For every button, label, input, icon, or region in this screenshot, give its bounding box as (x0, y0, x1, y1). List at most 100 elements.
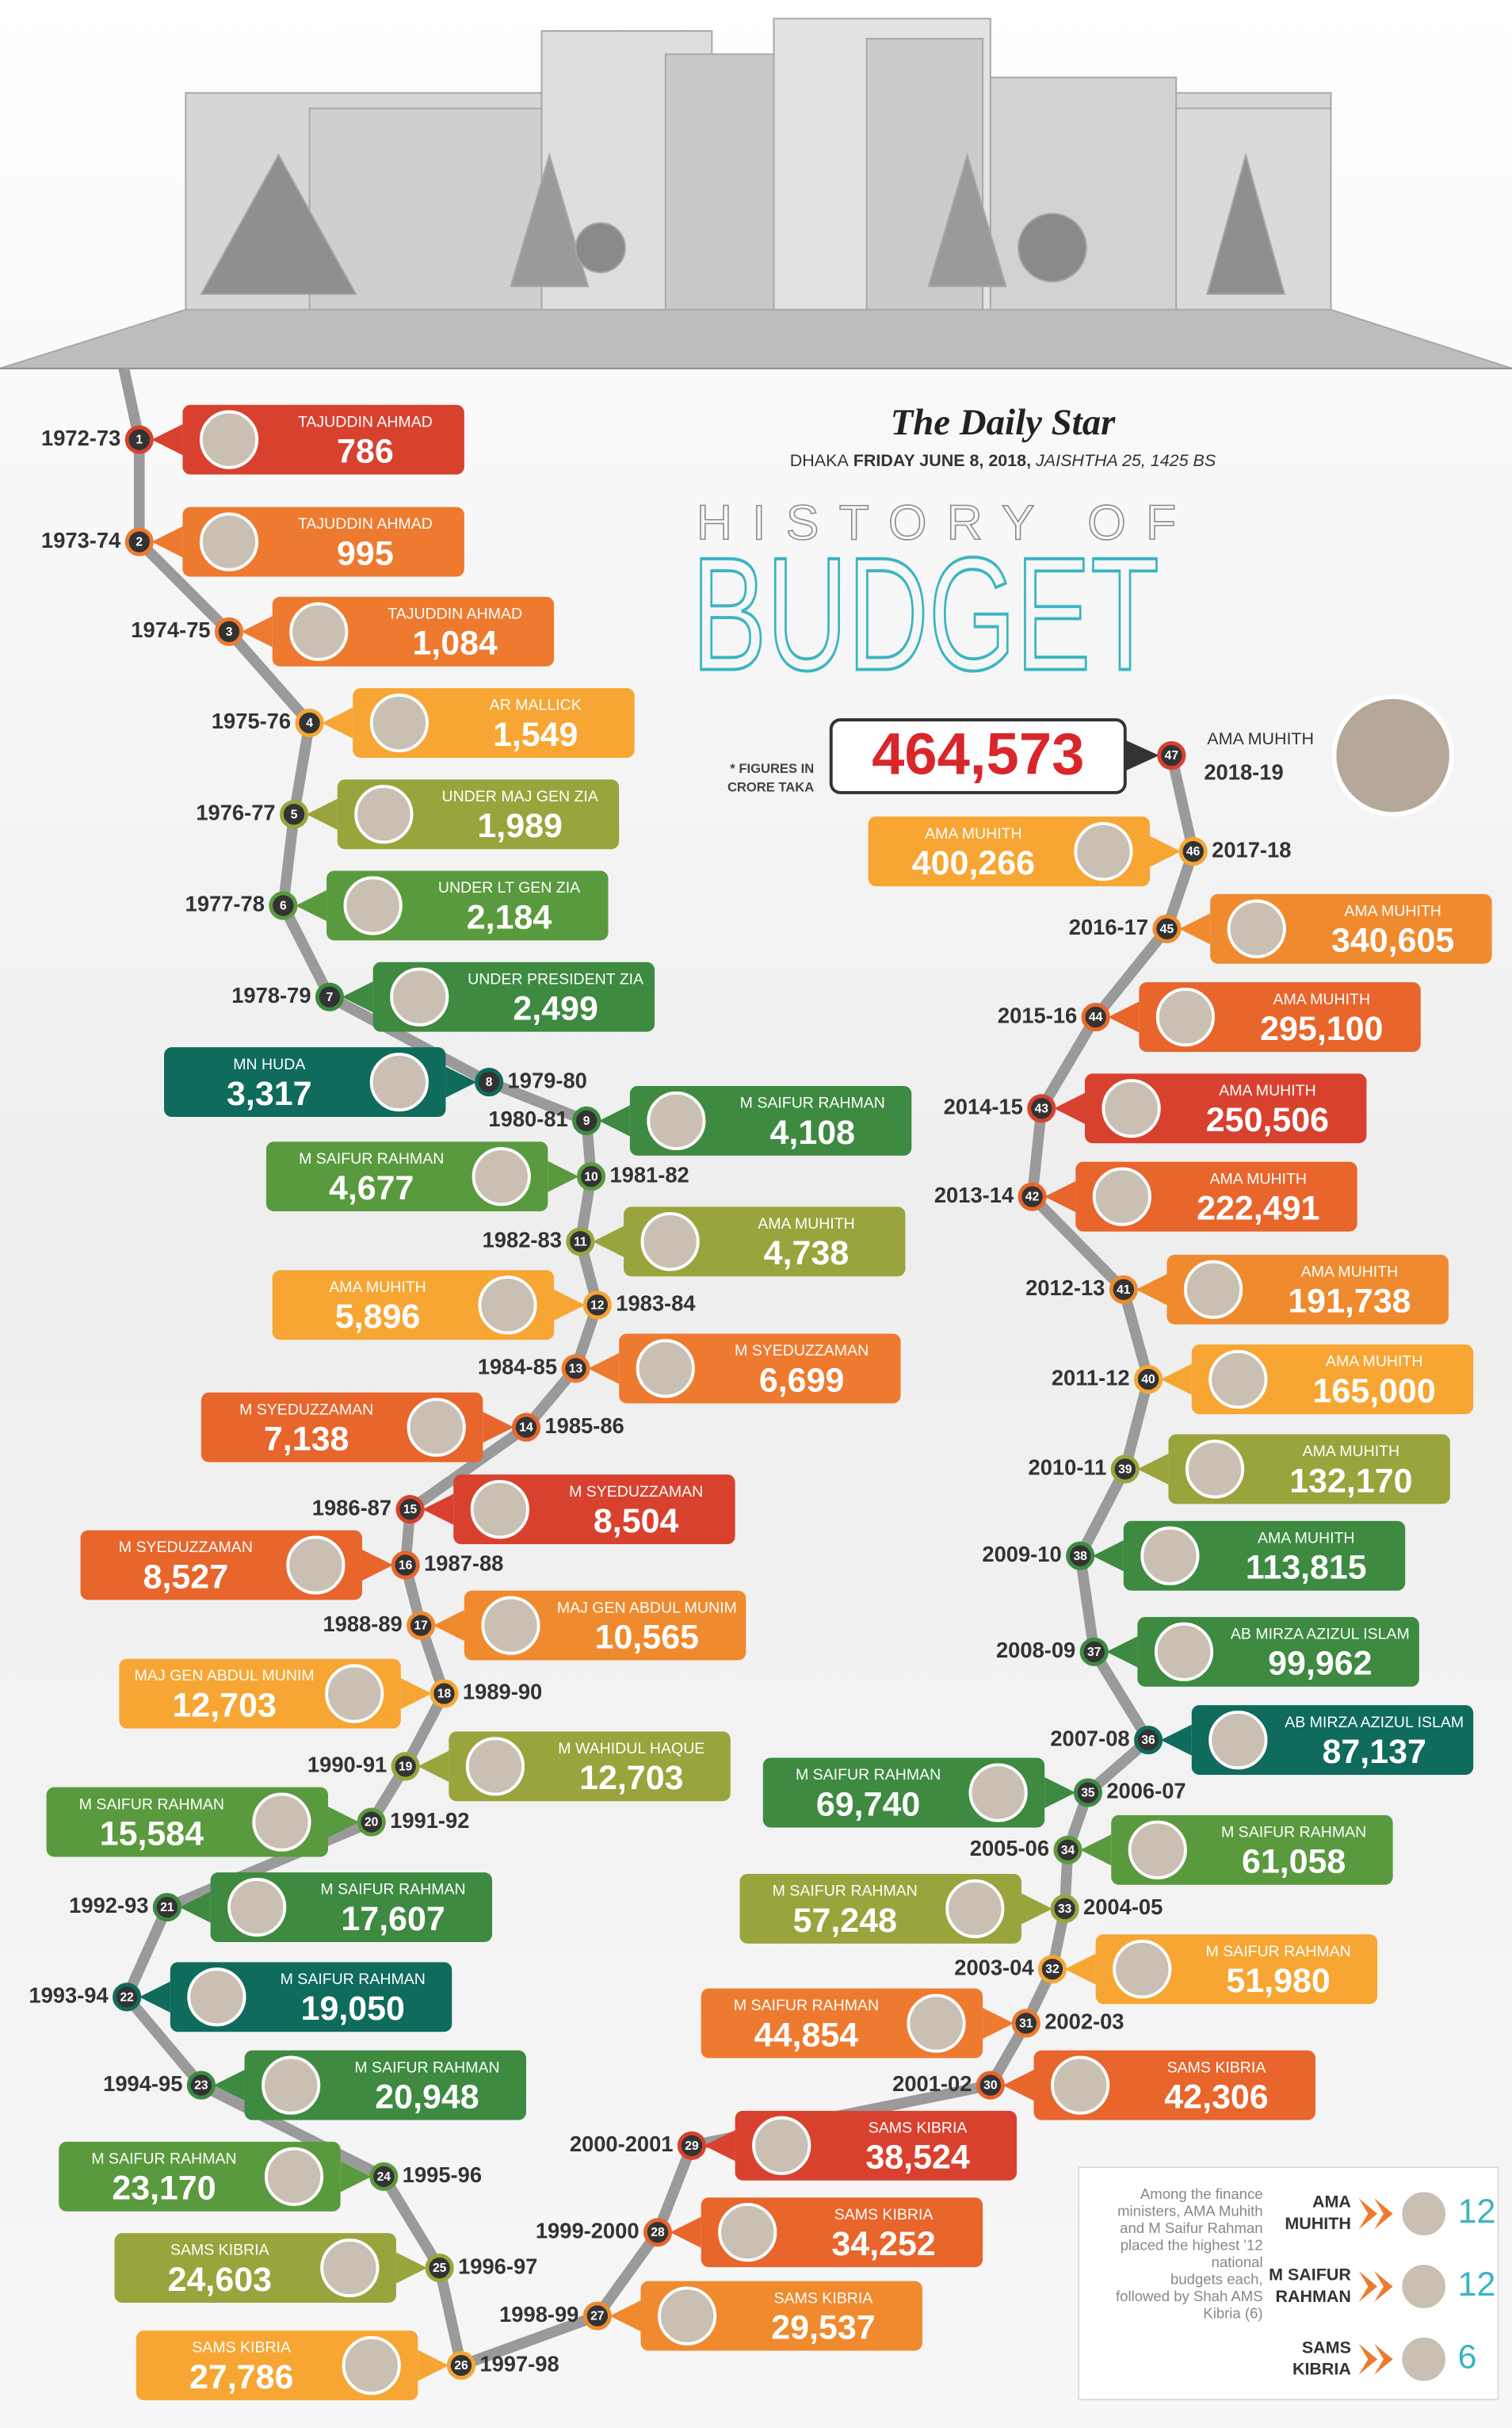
pointer (1044, 1776, 1076, 1809)
minister: M SAIFUR RAHMAN (773, 1883, 918, 1900)
pointer (598, 1105, 630, 1137)
budget-item: AMA MUHITH 5,896 1983-84 12 (272, 1270, 696, 1340)
budget-item: AMA MUHITH 222,491 2013-14 42 (934, 1161, 1357, 1232)
amount: 222,491 (1197, 1190, 1319, 1228)
pointer (1053, 1092, 1085, 1124)
photo (752, 2116, 811, 2175)
photo (369, 1053, 429, 1112)
card (1137, 1616, 1419, 1687)
photo (369, 693, 429, 753)
node (582, 1290, 612, 1320)
minister: AMA MUHITH (925, 825, 1022, 843)
minister: AMA MUHITH (1326, 1353, 1423, 1371)
budget-item: UNDER PRESIDENT ZIA 2,499 1978-79 7 (231, 962, 655, 1032)
card (1095, 1934, 1378, 2005)
budget-item: M SAIFUR RAHMAN 19,050 1993-94 22 (29, 1962, 452, 2032)
year: 1977-78 (185, 892, 265, 916)
year: 2010-11 (1029, 1455, 1107, 1480)
minister: AMA MUHITH (1344, 902, 1441, 920)
node (1073, 1778, 1102, 1807)
node (113, 1983, 142, 2012)
year: 1986-87 (312, 1495, 391, 1520)
node (1178, 837, 1208, 866)
node-number: 34 (1061, 1844, 1075, 1857)
amount: 3,317 (227, 1075, 312, 1113)
card (182, 404, 464, 475)
year: 2016-17 (1069, 915, 1148, 939)
photo (1208, 1710, 1268, 1770)
node (572, 1106, 601, 1135)
pointer (241, 616, 273, 648)
year: 1973-74 (41, 528, 121, 553)
node-number: 23 (194, 2079, 208, 2093)
amount: 4,677 (329, 1169, 414, 1207)
node (425, 2253, 454, 2283)
card (337, 779, 620, 850)
pointer (151, 424, 183, 456)
photo (1399, 2262, 1449, 2311)
minister: M SAIFUR RAHMAN (354, 2059, 499, 2076)
budget-item: M SAIFUR RAHMAN 44,854 2002-03 31 (701, 1988, 1124, 2059)
node (576, 1162, 606, 1191)
node-number: 11 (574, 1235, 587, 1248)
node (566, 1227, 595, 1256)
node-number: 28 (651, 2226, 665, 2239)
amount: 8,504 (594, 1502, 679, 1540)
node-number: 39 (1118, 1463, 1132, 1476)
card (114, 2233, 396, 2303)
pointer (1044, 1181, 1076, 1213)
card (170, 1962, 452, 2032)
node (475, 1068, 504, 1097)
minister: AMA MUHITH (1301, 1263, 1399, 1280)
minister: SAMS KIBRIA (170, 2242, 269, 2259)
title-line2: BUDGET (692, 525, 1159, 705)
node-number: 32 (1045, 1963, 1060, 1976)
budget-item: M SAIFUR RAHMAN 20,948 1994-95 23 (103, 2050, 526, 2120)
minister: AMA MUHITH (1303, 1443, 1400, 1460)
photo (289, 602, 349, 661)
amount: 51,980 (1226, 1962, 1330, 2000)
pointer (328, 1807, 360, 1838)
node (1079, 1637, 1109, 1666)
photo (199, 512, 259, 572)
node (1134, 1365, 1163, 1394)
pointer (361, 1549, 394, 1581)
photo (320, 2238, 380, 2298)
year: 2008-09 (996, 1638, 1075, 1662)
card (453, 1474, 735, 1545)
budget-item: AB MIRZA AZIZUL ISLAM 87,137 2007-08 36 (1050, 1705, 1474, 1776)
pointer (1150, 835, 1182, 867)
pointer (1108, 1001, 1140, 1033)
photo (1227, 899, 1286, 958)
node-number: 3 (226, 625, 233, 639)
node (582, 2301, 612, 2330)
amount: 113,815 (1246, 1549, 1367, 1587)
node (124, 425, 154, 454)
card (1168, 1434, 1450, 1505)
pointer (433, 1610, 464, 1642)
node (391, 1752, 420, 1781)
minister: UNDER LT GEN ZIA (438, 879, 580, 897)
amount: 340,605 (1331, 922, 1454, 960)
node (395, 1495, 425, 1524)
budget-item: M SAIFUR RAHMAN 15,584 1991-92 20 (46, 1787, 469, 1857)
photo (227, 1877, 287, 1937)
minister: UNDER MAJ GEN ZIA (442, 788, 598, 805)
amount: 1,084 (412, 625, 498, 663)
amount: 191,738 (1288, 1283, 1411, 1321)
minister: M SAIFUR RAHMAN (281, 1971, 426, 1988)
node-number: 27 (590, 2310, 604, 2323)
card (1139, 982, 1421, 1053)
pointer (322, 707, 353, 739)
photo (718, 2203, 777, 2262)
year: 1976-77 (196, 800, 275, 824)
summary-text: ministers, AMA Muhith (1117, 2203, 1262, 2220)
node-number: 13 (569, 1363, 583, 1376)
card (1033, 2050, 1315, 2120)
pointer (139, 1981, 170, 2013)
year: 2004-05 (1083, 1895, 1163, 1919)
